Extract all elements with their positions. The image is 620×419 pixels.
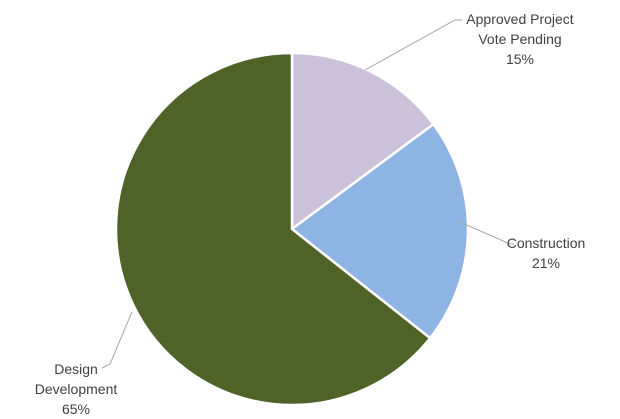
data-label-category: Approved Project [466, 11, 574, 27]
pie-slice-0 [290, 51, 436, 232]
pie-slice-2 [114, 51, 432, 407]
data-label-value: 65% [62, 401, 90, 417]
data-labels: Approved Project Vote Pending 15% Construct… [35, 11, 586, 417]
data-label-category: Design [54, 361, 98, 377]
data-label-category: Construction [507, 235, 586, 251]
data-label-category: Development [35, 381, 118, 397]
data-label-0: Approved Project Vote Pending 15% [466, 11, 574, 67]
leader-line-0 [364, 19, 462, 71]
data-label-value: 21% [532, 255, 560, 271]
pie-slices [114, 51, 470, 407]
data-label-2: Design Development 65% [35, 361, 118, 417]
leader-lines [101, 19, 514, 369]
data-label-category: Vote Pending [478, 31, 561, 47]
pie-slice-1 [289, 122, 470, 340]
leader-line-1 [459, 221, 514, 245]
data-label-value: 15% [506, 51, 534, 67]
leader-line-2 [101, 311, 133, 369]
data-label-1: Construction 21% [507, 235, 586, 271]
